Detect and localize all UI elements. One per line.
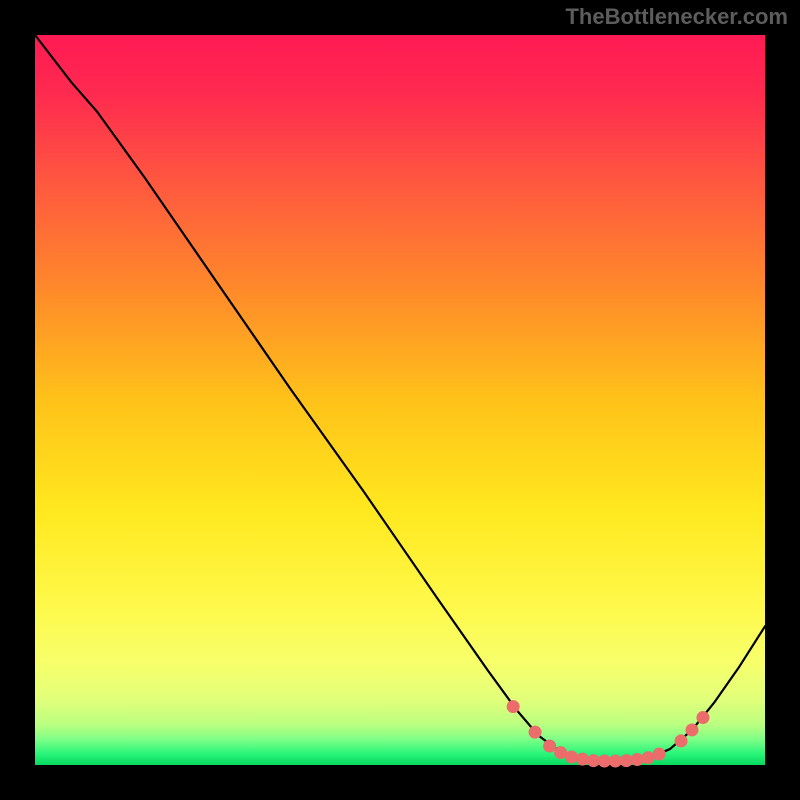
data-marker (565, 750, 578, 763)
watermark-text: TheBottlenecker.com (565, 4, 788, 30)
data-marker (653, 748, 666, 761)
data-marker (675, 734, 688, 747)
data-marker (529, 726, 542, 739)
data-marker (507, 700, 520, 713)
plot-gradient (35, 35, 765, 765)
data-marker (631, 753, 644, 766)
bottleneck-chart (0, 0, 800, 800)
chart-container: TheBottlenecker.com (0, 0, 800, 800)
data-marker (576, 753, 589, 766)
data-marker (543, 740, 556, 753)
data-marker (686, 723, 699, 736)
data-marker (696, 711, 709, 724)
